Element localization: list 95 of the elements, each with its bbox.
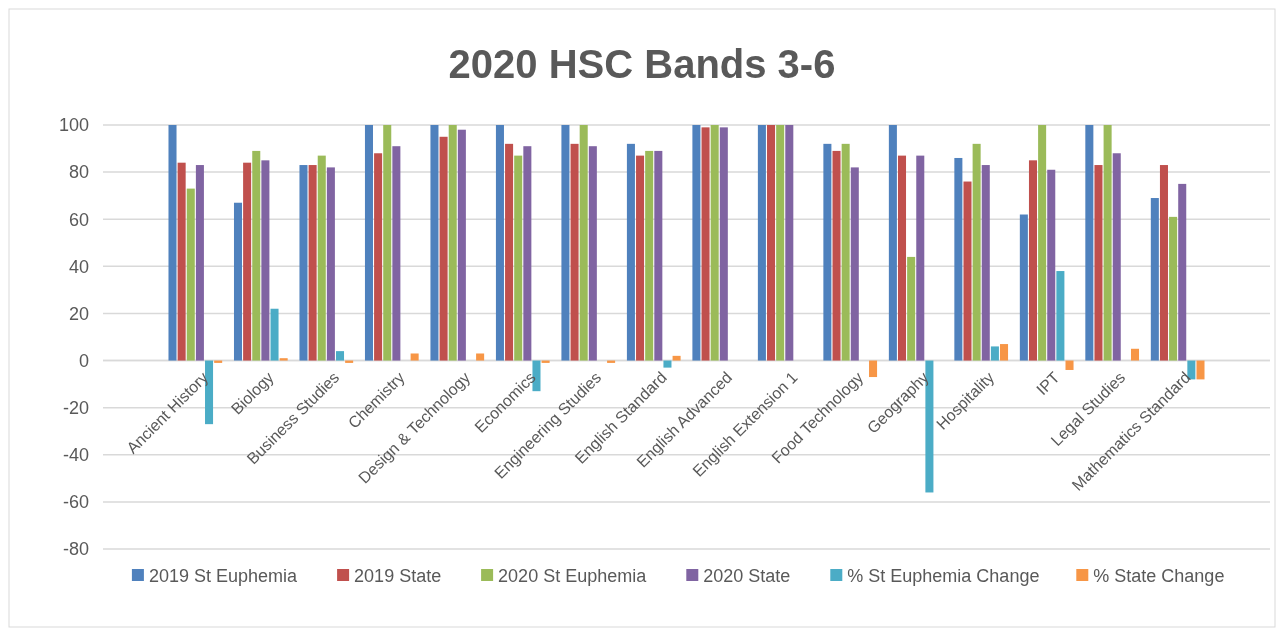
bar	[523, 146, 532, 361]
bar	[392, 146, 401, 361]
bar	[1038, 125, 1047, 361]
y-tick-label: 40	[68, 256, 89, 277]
bar	[841, 143, 850, 361]
bar	[195, 165, 204, 361]
bar	[963, 181, 972, 361]
bar	[243, 162, 252, 361]
bar	[692, 125, 701, 361]
bar	[1103, 125, 1112, 361]
bar	[326, 167, 335, 361]
bar	[336, 351, 345, 361]
bar	[505, 143, 514, 361]
bar	[654, 150, 663, 361]
bar	[299, 165, 308, 361]
bar	[1169, 216, 1178, 361]
bar	[588, 146, 597, 361]
bar	[308, 165, 317, 361]
bar	[645, 150, 654, 361]
y-tick-label: 0	[78, 350, 89, 371]
bar	[823, 143, 832, 361]
bar	[476, 353, 485, 361]
x-tick-label: IPT	[1033, 368, 1063, 399]
bar	[626, 143, 635, 361]
bar	[1178, 183, 1187, 361]
legend-label: % St Euphemia Change	[847, 566, 1040, 587]
bar	[663, 360, 672, 368]
legend-label: % State Change	[1093, 566, 1225, 587]
bar	[990, 346, 999, 361]
bar	[186, 188, 195, 361]
bar	[1056, 271, 1065, 361]
bar	[897, 155, 907, 361]
bar	[261, 160, 270, 361]
bar	[1019, 214, 1028, 361]
bar	[1130, 348, 1140, 361]
y-tick-label: -20	[62, 397, 89, 418]
bar	[448, 125, 457, 361]
bar	[383, 125, 392, 361]
bar	[701, 127, 710, 361]
bar	[672, 355, 681, 361]
legend-label: 2019 State	[354, 566, 442, 587]
bar	[1112, 153, 1121, 361]
bar	[636, 155, 645, 361]
bar	[776, 125, 785, 361]
bar	[1150, 198, 1159, 361]
bar	[410, 353, 419, 361]
bar	[907, 256, 916, 361]
bar	[888, 125, 897, 361]
bar	[177, 162, 186, 361]
bar	[317, 155, 326, 361]
legend-label: 2020 State	[703, 566, 791, 587]
bar	[457, 129, 466, 361]
bar	[981, 165, 990, 361]
bar	[719, 127, 728, 361]
bar	[767, 125, 776, 361]
bar	[1159, 165, 1168, 361]
bar	[757, 125, 766, 361]
legend-label: 2020 St Euphemia	[498, 566, 648, 587]
bar	[1196, 360, 1205, 380]
bar	[233, 202, 243, 361]
y-tick-label: -80	[62, 539, 89, 560]
bar	[514, 155, 523, 361]
bar	[439, 136, 448, 361]
y-tick-label: 100	[58, 115, 89, 136]
legend-label: 2019 St Euphemia	[148, 566, 298, 587]
bar	[374, 153, 383, 361]
bar	[579, 125, 588, 361]
bar	[252, 150, 261, 361]
bar	[168, 125, 177, 361]
bar	[495, 125, 504, 361]
bar	[561, 125, 570, 361]
bar	[1065, 360, 1074, 370]
bar	[270, 308, 279, 361]
bar	[430, 125, 439, 361]
bar	[1047, 169, 1056, 361]
bar	[1085, 125, 1094, 361]
bar	[364, 125, 373, 361]
y-tick-label: 20	[68, 303, 89, 324]
bar	[785, 125, 794, 361]
chart-title: 2020 HSC Bands 3-6	[448, 42, 836, 86]
bar	[954, 157, 963, 361]
bar	[832, 150, 841, 361]
bar	[1094, 165, 1103, 361]
bar	[916, 155, 925, 361]
bar	[1028, 160, 1038, 361]
bar	[710, 125, 719, 361]
y-tick-label: -40	[62, 445, 89, 466]
bar	[850, 167, 859, 361]
y-tick-label: -60	[62, 492, 89, 513]
bar	[279, 358, 288, 361]
y-tick-label: 60	[68, 209, 89, 230]
bar	[570, 143, 579, 361]
bar	[1000, 344, 1009, 361]
bar	[972, 143, 981, 361]
y-tick-label: 80	[68, 162, 89, 183]
